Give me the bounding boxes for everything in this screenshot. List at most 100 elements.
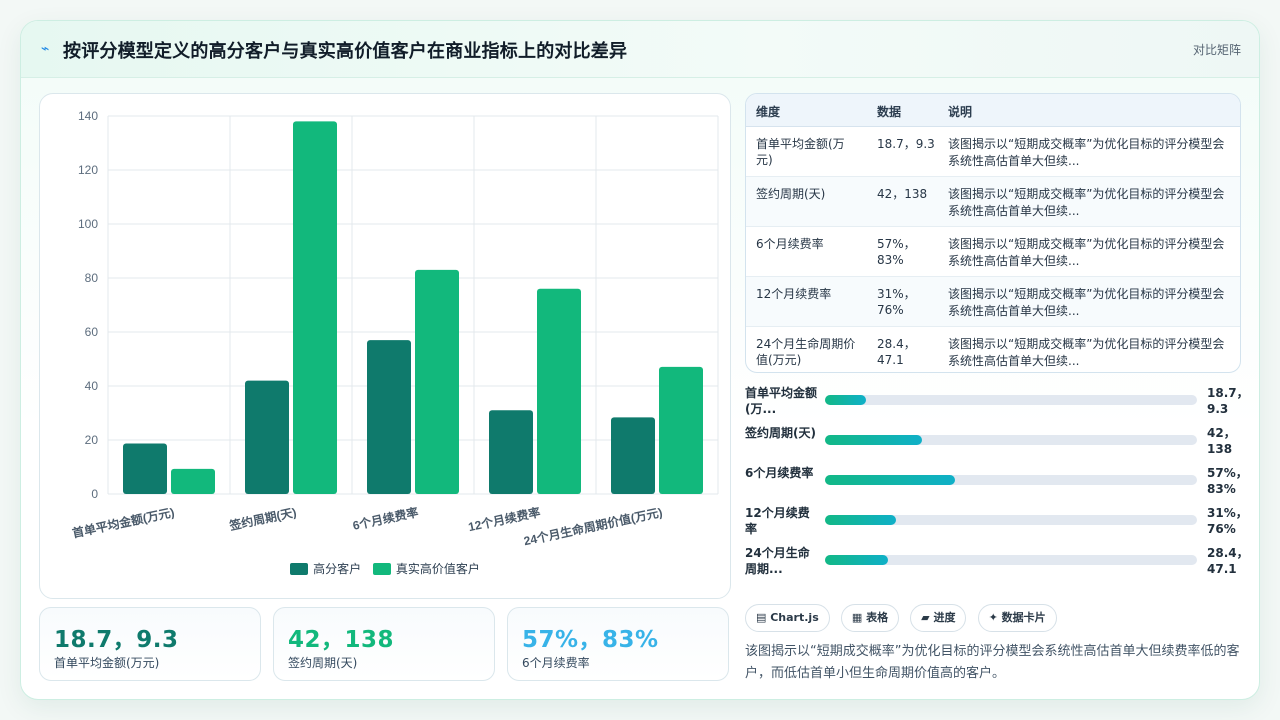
progress-label: 6个月续费率 <box>745 466 814 480</box>
cell-data: 42，138 <box>877 187 928 201</box>
bar <box>489 410 533 494</box>
y-tick-label: 120 <box>78 163 98 177</box>
progress-track <box>825 555 1197 565</box>
stat-value: 42，138 <box>288 627 395 653</box>
bar <box>415 269 459 494</box>
table-header: 维度 数据 说明 <box>746 94 1240 127</box>
data-table: 维度 数据 说明 首单平均金额(万元) 18.7，9.3 该图揭示以“短期成交概… <box>745 93 1241 373</box>
cell-data: 57%，83% <box>877 237 916 267</box>
chip-chartjs[interactable]: ▤ Chart.js <box>745 604 830 632</box>
progress-fill <box>825 475 956 485</box>
bar <box>293 121 337 495</box>
chart-description: 该图揭示以“短期成交概率”为优化目标的评分模型会系统性高估首单大但续费率低的客户… <box>745 644 1240 681</box>
stat-card: 57%，83% 6个月续费率 <box>507 607 729 681</box>
progress-fill <box>825 395 866 405</box>
table-icon: ▦ <box>851 611 867 624</box>
y-tick-label: 0 <box>91 487 98 501</box>
progress-item: 签约周期(天) 42，138 <box>745 423 1239 463</box>
progress-value: 18.7，9.3 <box>1207 386 1249 416</box>
cell-dimension: 签约周期(天) <box>756 187 826 201</box>
page-title: 按评分模型定义的高分客户与真实高价值客户在商业指标上的对比差异 <box>63 41 628 62</box>
bar <box>245 380 289 494</box>
progress-item: 24个月生命周期... 28.4，47.1 <box>745 543 1249 583</box>
progress-item: 首单平均金额(万... 18.7，9.3 <box>745 383 1249 423</box>
cell-dimension: 24个月生命周期价值(万元) <box>756 337 856 367</box>
progress-track <box>825 395 1197 405</box>
x-tick-label: 24个月生命周期价值(万元) <box>522 504 663 548</box>
progress-list: 首单平均金额(万... 18.7，9.3 签约周期(天) 42，138 6个月续… <box>745 383 1249 583</box>
chip-data-card[interactable]: ✦ 数据卡片 <box>977 604 1057 632</box>
sparkle-icon: ✦ <box>988 611 1002 624</box>
stat-card: 42，138 签约周期(天) <box>273 607 495 681</box>
cell-data: 31%，76% <box>877 287 916 317</box>
chip-row: ▤ Chart.js ▦ 表格 ▰ 进度 ✦ 数据卡片 <box>745 604 1063 632</box>
progress-value: 57%，83% <box>1207 466 1248 496</box>
chip-label: 数据卡片 <box>1001 611 1046 624</box>
cell-note: 该图揭示以“短期成交概率”为优化目标的评分模型会系统性高估首单大但续... <box>948 287 1225 318</box>
progress-label: 24个月生命周期... <box>745 546 810 576</box>
progress-value: 42，138 <box>1207 426 1236 456</box>
chart-svg: 0 20 40 60 80 100 120 140 首单平均金额(万元) 签约周期(天) 6个月续费… <box>71 109 719 548</box>
bar <box>659 366 703 494</box>
stat-card: 18.7，9.3 首单平均金额(万元) <box>39 607 261 681</box>
y-tick-label: 40 <box>85 379 99 393</box>
progress-value: 28.4，47.1 <box>1207 546 1249 576</box>
x-tick-label: 12个月续费率 <box>467 504 542 534</box>
y-tick-label: 60 <box>85 325 99 339</box>
cell-note: 该图揭示以“短期成交概率”为优化目标的评分模型会系统性高估首单大但续... <box>948 337 1225 368</box>
view-tag[interactable]: 对比矩阵 <box>1192 43 1241 57</box>
bar <box>367 340 411 494</box>
table-row[interactable]: 6个月续费率 57%，83% 该图揭示以“短期成交概率”为优化目标的评分模型会系… <box>746 227 1240 277</box>
chip-table[interactable]: ▦ 表格 <box>840 604 900 632</box>
progress-track <box>825 435 1197 445</box>
stat-value: 57%，83% <box>522 627 659 653</box>
x-tick-label: 首单平均金额(万元) <box>71 504 176 540</box>
cell-dimension: 6个月续费率 <box>756 237 824 251</box>
cell-note: 该图揭示以“短期成交概率”为优化目标的评分模型会系统性高估首单大但续... <box>948 187 1225 218</box>
table-row[interactable]: 首单平均金额(万元) 18.7，9.3 该图揭示以“短期成交概率”为优化目标的评… <box>746 127 1240 177</box>
cell-dimension: 首单平均金额(万元) <box>756 137 845 167</box>
y-tick-label: 20 <box>85 433 99 447</box>
spark-icon: ⌁ <box>41 41 50 57</box>
stat-label: 签约周期(天) <box>288 656 358 670</box>
progress-label: 签约周期(天) <box>745 426 816 440</box>
progress-item: 6个月续费率 57%，83% <box>745 463 1248 503</box>
y-tick-label: 80 <box>85 271 99 285</box>
bar <box>537 288 581 494</box>
chip-label: 表格 <box>866 611 889 624</box>
legend-label-high-score: 高分客户 <box>313 562 362 576</box>
x-tick-label: 6个月续费率 <box>351 504 419 533</box>
column-header-dimension[interactable]: 维度 <box>756 105 781 119</box>
column-header-data[interactable]: 数据 <box>877 105 902 119</box>
column-header-note[interactable]: 说明 <box>948 105 973 119</box>
legend-item-true-value[interactable]: 真实高价值客户 <box>372 560 480 577</box>
y-tick-label: 140 <box>78 109 98 123</box>
chip-label: 进度 <box>933 611 956 624</box>
progress-item: 12个月续费率 31%，76% <box>745 503 1248 543</box>
x-tick-label: 签约周期(天) <box>227 504 298 533</box>
main-card: ⌁ 按评分模型定义的高分客户与真实高价值客户在商业指标上的对比差异 对比矩阵 0… <box>20 20 1260 700</box>
stat-value: 18.7，9.3 <box>54 627 179 653</box>
progress-label: 12个月续费率 <box>745 506 810 536</box>
stat-label: 首单平均金额(万元) <box>54 656 160 670</box>
header: ⌁ 按评分模型定义的高分客户与真实高价值客户在商业指标上的对比差异 对比矩阵 <box>21 21 1259 78</box>
legend-item-high-score[interactable]: 高分客户 <box>290 560 361 577</box>
progress-value: 31%，76% <box>1207 506 1248 536</box>
chip-progress[interactable]: ▰ 进度 <box>910 604 967 632</box>
progress-fill <box>825 435 922 445</box>
bar-chart: 0 20 40 60 80 100 120 140 首单平均金额(万元) 签约周期(天) 6个月续费… <box>39 93 731 599</box>
table-row[interactable]: 签约周期(天) 42，138 该图揭示以“短期成交概率”为优化目标的评分模型会系… <box>746 177 1240 227</box>
cell-note: 该图揭示以“短期成交概率”为优化目标的评分模型会系统性高估首单大但续... <box>948 237 1225 268</box>
chart-icon: ▤ <box>756 611 771 624</box>
cell-data: 28.4，47.1 <box>877 337 916 367</box>
legend-label-true-value: 真实高价值客户 <box>395 562 480 576</box>
y-tick-label: 100 <box>78 217 98 231</box>
legend-swatch-high-score <box>290 563 309 575</box>
progress-track <box>825 475 1197 485</box>
cell-note: 该图揭示以“短期成交概率”为优化目标的评分模型会系统性高估首单大但续... <box>948 137 1225 168</box>
table-row[interactable]: 12个月续费率 31%，76% 该图揭示以“短期成交概率”为优化目标的评分模型会… <box>746 277 1240 327</box>
progress-fill <box>825 555 889 565</box>
table-row[interactable]: 24个月生命周期价值(万元) 28.4，47.1 该图揭示以“短期成交概率”为优… <box>746 327 1240 372</box>
bar <box>123 443 167 494</box>
progress-icon: ▰ <box>921 611 934 624</box>
